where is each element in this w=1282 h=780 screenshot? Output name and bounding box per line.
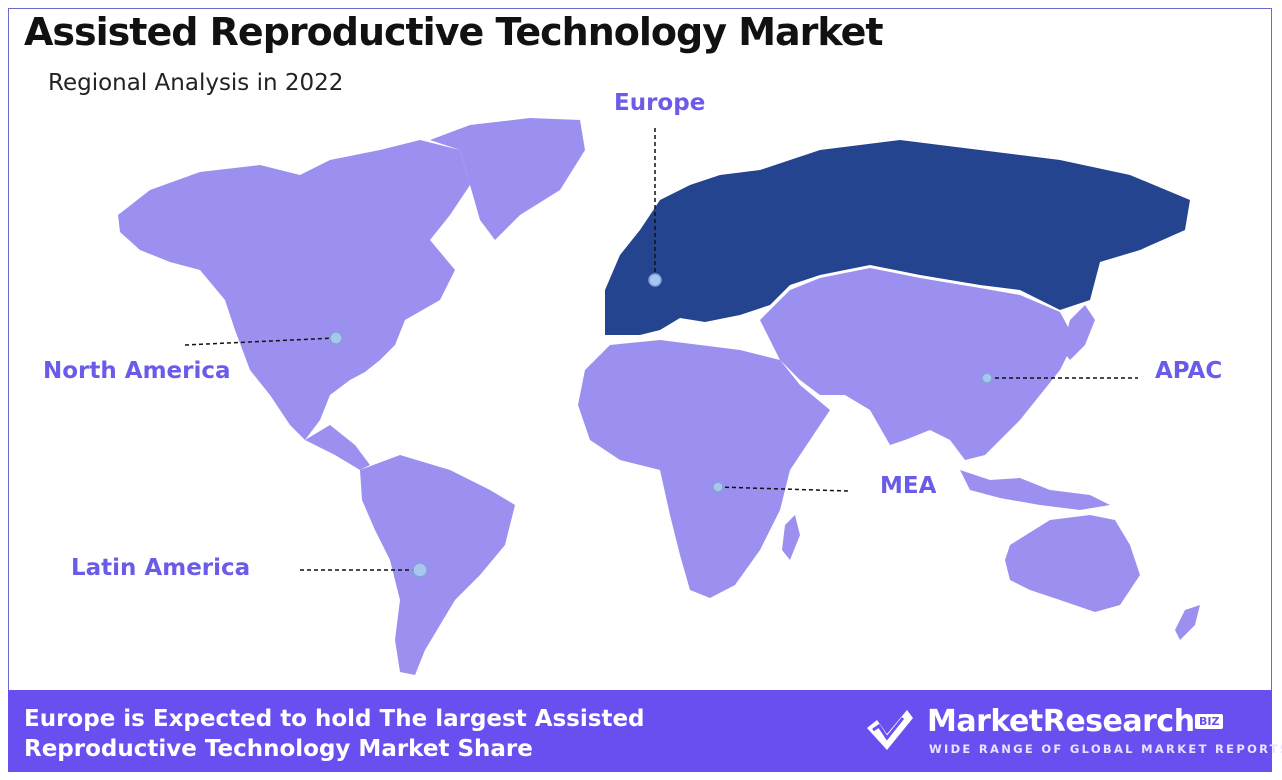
marker-latin-america[interactable] xyxy=(412,562,428,578)
brand-logo[interactable]: MarketResearch BIZ WIDE RANGE OF GLOBAL … xyxy=(863,704,1282,760)
landmass-australia[interactable] xyxy=(1005,515,1140,612)
logo-tagline: WIDE RANGE OF GLOBAL MARKET REPORTS xyxy=(929,742,1282,756)
region-label-mea: MEA xyxy=(880,473,937,499)
landmass-new-zealand[interactable] xyxy=(1175,605,1200,640)
footer-headline: Europe is Expected to hold The largest A… xyxy=(24,706,645,762)
region-label-latin-america: Latin America xyxy=(71,555,251,581)
world-map xyxy=(118,118,1200,675)
marker-europe[interactable] xyxy=(648,273,662,287)
logo-name: MarketResearch xyxy=(927,704,1195,739)
marker-apac[interactable] xyxy=(981,372,993,384)
footer-banner: Europe is Expected to hold The largest A… xyxy=(8,690,1282,772)
leader-line-mea xyxy=(717,486,849,492)
landmass-southeast-asia[interactable] xyxy=(960,470,1110,510)
landmass-asia[interactable] xyxy=(760,268,1075,460)
marker-north-america[interactable] xyxy=(329,331,343,345)
region-label-apac: APAC xyxy=(1155,358,1223,384)
page-subtitle: Regional Analysis in 2022 xyxy=(48,70,344,96)
logo-badge: BIZ xyxy=(1195,714,1224,729)
region-label-north-america: North America xyxy=(43,358,231,384)
landmass-madagascar[interactable] xyxy=(782,515,800,560)
landmass-latin-america[interactable] xyxy=(360,455,515,675)
landmass-north-america[interactable] xyxy=(118,140,470,440)
marker-mea[interactable] xyxy=(712,481,724,493)
landmass-greenland[interactable] xyxy=(430,118,585,240)
landmass-africa[interactable] xyxy=(578,340,830,598)
landmass-japan[interactable] xyxy=(1062,305,1095,360)
checkmark-logo-icon xyxy=(867,710,913,750)
page-title: Assisted Reproductive Technology Market xyxy=(24,10,884,54)
landmass-central-america[interactable] xyxy=(305,425,370,470)
landmass-europe[interactable] xyxy=(605,140,1190,335)
region-label-europe: Europe xyxy=(614,90,706,116)
